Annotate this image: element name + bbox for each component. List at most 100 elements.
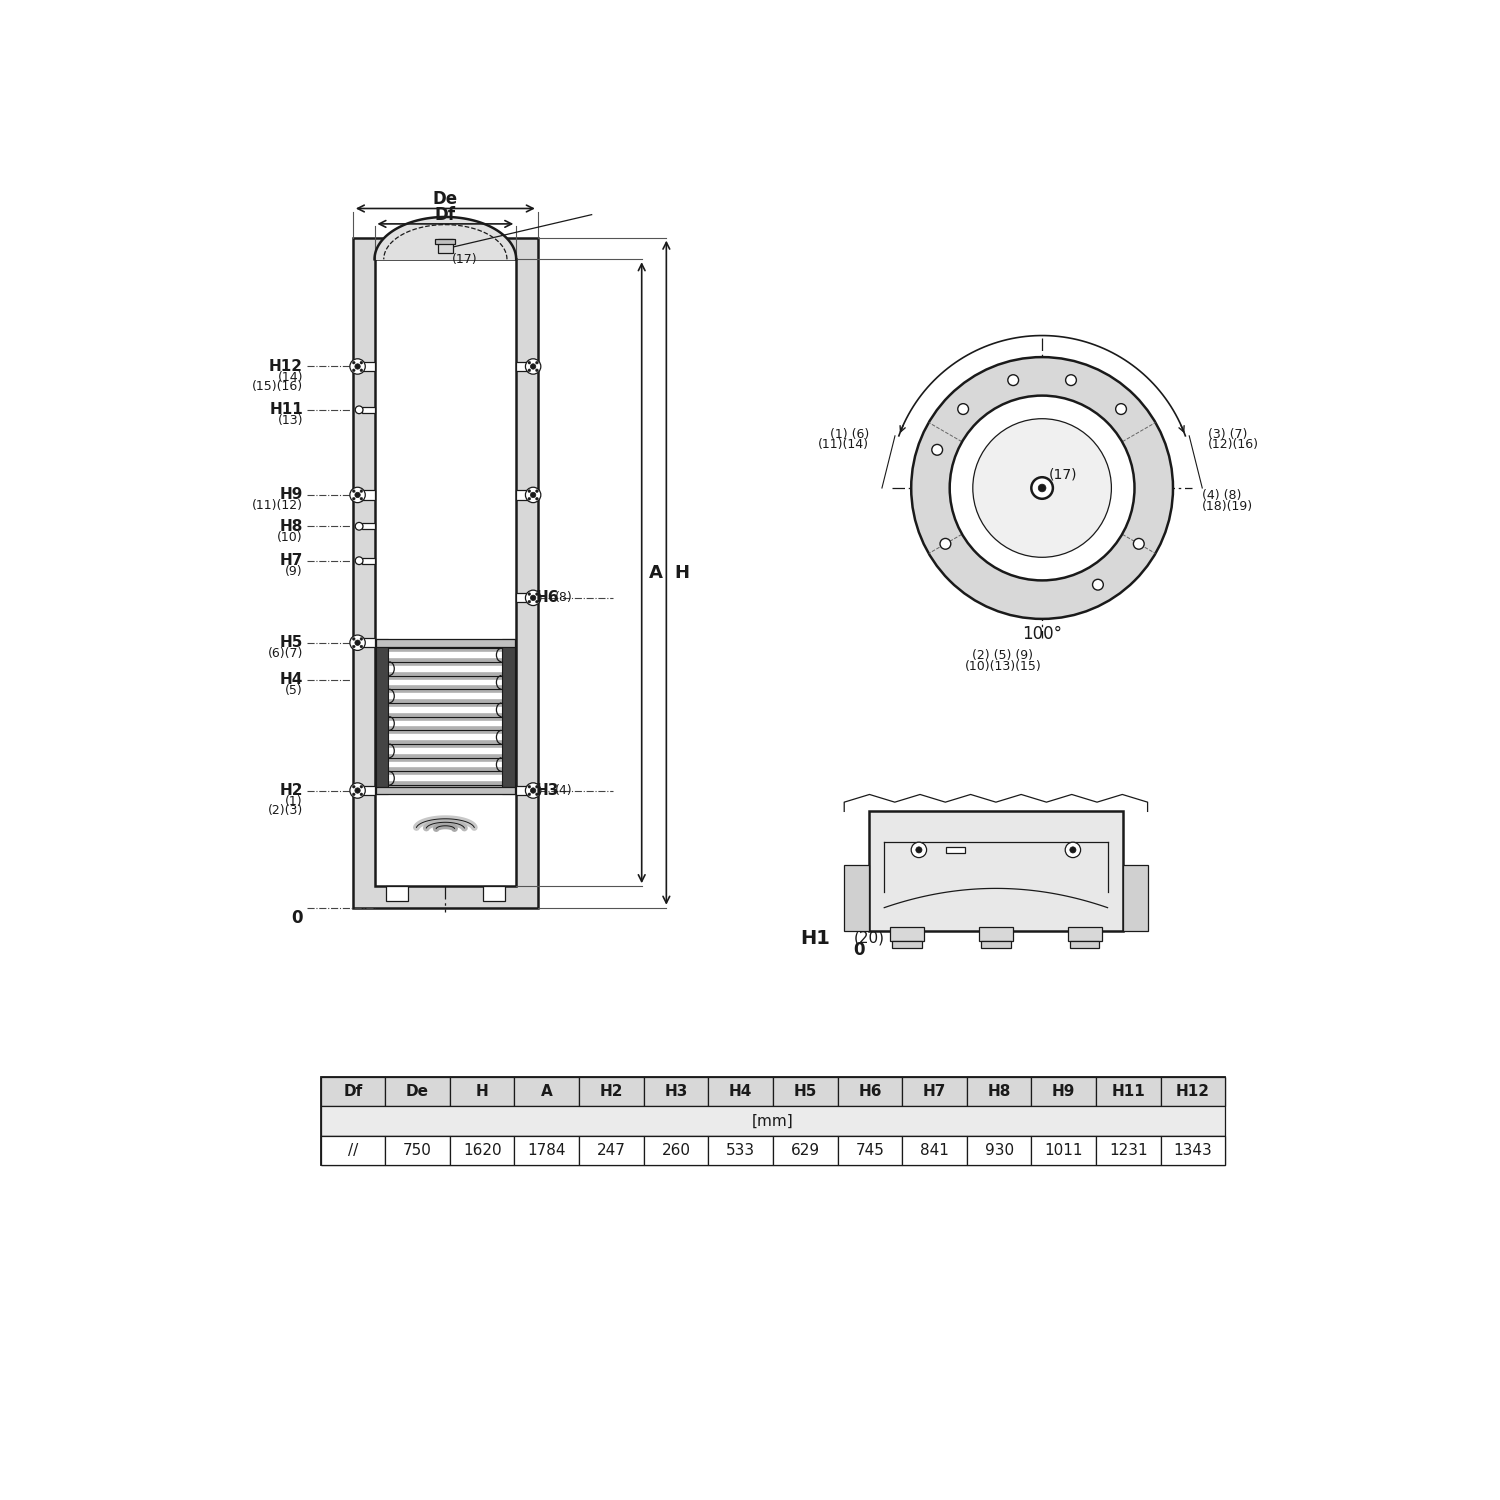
Text: H6: H6 [858,1084,882,1100]
Bar [362,524,375,530]
Bar [837,1136,902,1166]
Bar [1124,865,1148,930]
Bar [1068,927,1102,940]
Circle shape [350,358,366,374]
Circle shape [910,842,927,858]
Text: H: H [674,564,688,582]
Text: 745: 745 [855,1143,885,1158]
Circle shape [1008,375,1019,386]
Text: (10)(13)(15): (10)(13)(15) [964,660,1041,674]
Circle shape [536,369,538,372]
Bar [772,1077,837,1107]
Bar [868,812,1124,930]
Bar [376,786,514,795]
Circle shape [356,788,360,794]
Circle shape [531,364,536,369]
Text: (11)(12): (11)(12) [252,500,303,512]
Text: 260: 260 [662,1143,690,1158]
Circle shape [352,369,356,372]
Bar [516,490,530,500]
Text: 841: 841 [920,1143,950,1158]
Text: (11)(14): (11)(14) [818,438,868,452]
Bar [376,639,388,795]
Bar [837,1077,902,1107]
Text: H9: H9 [1052,1084,1076,1100]
Text: H7: H7 [922,1084,946,1100]
Circle shape [525,358,542,374]
Text: (2) (5) (9): (2) (5) (9) [972,650,1034,663]
Bar [514,1136,579,1166]
Bar [360,786,375,795]
Circle shape [1116,404,1126,414]
Text: H9: H9 [279,488,303,502]
Circle shape [352,638,356,640]
Text: (12)(16): (12)(16) [1208,438,1258,452]
Bar [321,1077,386,1107]
Bar [890,927,924,940]
Bar [438,240,453,254]
Circle shape [360,362,363,364]
Bar [980,927,1012,940]
Bar [386,1136,450,1166]
Circle shape [356,364,360,369]
Text: (4): (4) [555,784,573,796]
Circle shape [360,638,363,640]
Text: (4) (8): (4) (8) [1203,489,1242,502]
Circle shape [528,592,531,596]
Bar [644,1136,708,1166]
Circle shape [356,492,360,498]
Circle shape [1065,842,1080,858]
Bar [321,1136,1226,1166]
Circle shape [350,634,366,651]
Circle shape [531,492,536,498]
Bar [483,886,504,902]
Text: 0: 0 [853,940,865,958]
Text: H1: H1 [801,928,831,948]
Text: (1): (1) [285,795,303,808]
Circle shape [356,522,363,530]
Text: H6: H6 [536,591,560,606]
Text: H: H [476,1084,489,1100]
Circle shape [360,369,363,372]
Text: 1343: 1343 [1173,1143,1212,1158]
Circle shape [536,600,538,603]
Bar [360,362,375,370]
Text: (20): (20) [853,932,885,946]
Circle shape [910,357,1173,620]
Text: [mm]: [mm] [752,1113,794,1128]
Text: Df: Df [435,206,456,224]
Text: (1) (6): (1) (6) [830,427,868,441]
Bar [435,240,456,244]
Text: (2)(3): (2)(3) [267,804,303,818]
Text: 930: 930 [984,1143,1014,1158]
Bar [902,1077,968,1107]
Text: H2: H2 [600,1084,622,1100]
Circle shape [528,794,531,795]
Circle shape [525,590,542,606]
Text: (3) (7): (3) (7) [1208,427,1246,441]
Circle shape [1065,375,1077,386]
Circle shape [352,786,356,788]
Text: 247: 247 [597,1143,626,1158]
Bar [579,1077,644,1107]
Circle shape [525,488,542,502]
Text: //: // [348,1143,358,1158]
Circle shape [525,783,542,798]
Text: H2: H2 [279,783,303,798]
Circle shape [1092,579,1104,590]
Text: (15)(16): (15)(16) [252,380,303,393]
Circle shape [958,404,969,414]
Bar [321,1077,1226,1107]
Text: 1231: 1231 [1108,1143,1148,1158]
Text: H5: H5 [279,634,303,650]
Circle shape [356,640,360,645]
Circle shape [528,498,531,500]
Circle shape [360,794,363,795]
Bar [321,1136,386,1166]
Polygon shape [375,217,516,259]
Circle shape [536,489,538,492]
Bar [892,940,921,948]
Circle shape [350,783,366,798]
Circle shape [950,396,1134,580]
Circle shape [352,794,356,795]
